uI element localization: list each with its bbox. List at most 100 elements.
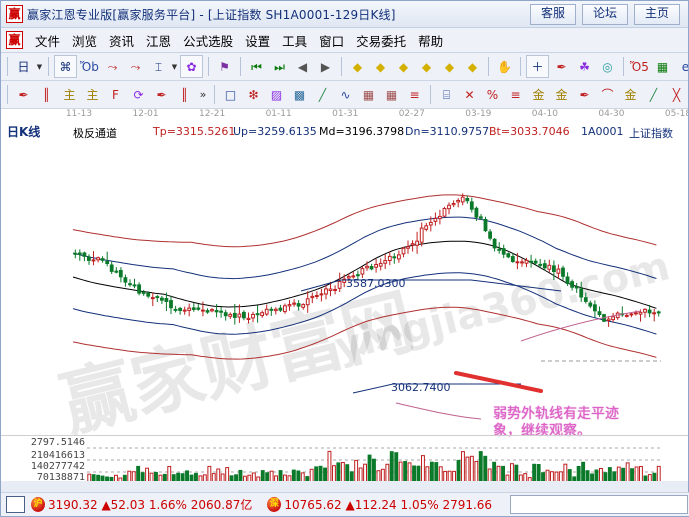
first-page-icon[interactable]: ⏮ <box>246 56 267 77</box>
menu-item-formula-stock-pick[interactable]: 公式选股 <box>177 29 239 52</box>
zoom-in-icon[interactable]: ◆ <box>393 56 414 77</box>
box-fan-icon[interactable]: ▨ <box>266 84 287 105</box>
gold2-icon[interactable]: 金 <box>620 84 641 105</box>
frame-icon[interactable]: □ <box>220 84 241 105</box>
service-button[interactable]: 客服 <box>530 4 576 25</box>
zoom-left-icon[interactable]: ◆ <box>347 56 368 77</box>
brain-icon[interactable]: ◎ <box>597 56 618 77</box>
menu-item-file[interactable]: 文件 <box>29 29 66 52</box>
zoom-out-icon[interactable]: ◆ <box>416 56 437 77</box>
toolbar-separator <box>48 57 49 76</box>
toolbar-separator <box>214 85 215 104</box>
tree-icon[interactable]: ☘ <box>574 56 595 77</box>
window-title: 赢家江恩专业版[赢家服务平台] - [上证指数 SH1A0001-129日K线] <box>27 6 396 23</box>
gann-gold2-icon[interactable]: 主 <box>82 84 103 105</box>
gann-gold1-icon[interactable]: 主 <box>59 84 80 105</box>
wave3-icon[interactable]: ⤳ <box>102 56 123 77</box>
toolbar-separator <box>208 57 209 76</box>
prev-icon[interactable]: ◀ <box>292 56 313 77</box>
calendar-period-icon[interactable]: 日 <box>13 56 34 77</box>
clipboard-icon[interactable]: Ὄb <box>79 56 100 77</box>
menu-item-window[interactable]: 窗口 <box>313 29 350 52</box>
percent-cross-icon[interactable]: ✕ <box>459 84 480 105</box>
status-sz-index: 10765.62 ▲112.24 1.05% 2791.66 <box>284 498 492 512</box>
date-tick: 12-01 <box>132 109 158 119</box>
slash-icon[interactable]: ╱ <box>643 84 664 105</box>
pen-grid-icon[interactable]: ✒ <box>151 84 172 105</box>
document-icon[interactable]: ὜e <box>675 56 688 77</box>
flower-icon[interactable]: ✿ <box>180 55 203 78</box>
menu-item-trade-order[interactable]: 交易委托 <box>350 29 412 52</box>
app-logo-icon: 赢 <box>6 5 23 23</box>
date-tick: 05-18 <box>665 109 688 119</box>
last-icon[interactable]: ╳ <box>666 84 687 105</box>
grid2-icon[interactable]: ▦ <box>358 84 379 105</box>
ladder-icon[interactable]: ⌸ <box>436 84 457 105</box>
next-icon[interactable]: ▶ <box>315 56 336 77</box>
menu-item-browse[interactable]: 浏览 <box>66 29 103 52</box>
volume-svg <box>1 436 688 481</box>
date-tick: 02-27 <box>399 109 425 119</box>
gold-line-icon[interactable]: 金 <box>551 84 572 105</box>
date-tick: 03-19 <box>465 109 491 119</box>
column-icon[interactable]: ⌶ <box>148 56 169 77</box>
lower-price-label: 3062.7400 <box>391 381 451 394</box>
menu-item-help[interactable]: 帮助 <box>412 29 449 52</box>
flag-icon[interactable]: ⚑ <box>214 56 235 77</box>
volume-pane[interactable]: 2797.5146 210416613 140277742 70138871 <box>1 435 688 481</box>
grid-icon[interactable] <box>6 496 25 513</box>
fan-red-icon[interactable]: ❇ <box>243 84 264 105</box>
indicator-tp: Tp=3315.5261 <box>153 125 235 138</box>
net-icon[interactable]: ▩ <box>289 84 310 105</box>
more-icon[interactable]: » <box>196 88 210 101</box>
grid-lines-icon[interactable]: ║ <box>36 84 57 105</box>
wave9-icon[interactable]: ⤳ <box>125 56 146 77</box>
stock-name: 上证指数 <box>629 125 673 141</box>
menu-item-news[interactable]: 资讯 <box>103 29 140 52</box>
forum-button[interactable]: 论坛 <box>582 4 628 25</box>
pen-red-icon[interactable]: ✒ <box>13 84 34 105</box>
date-tick: 04-10 <box>532 109 558 119</box>
gold-circle-icon[interactable]: 金 <box>528 84 549 105</box>
column-dropdown-icon[interactable]: ▼ <box>170 56 179 77</box>
toolbar-separator <box>520 57 521 76</box>
fan-f-icon[interactable]: F <box>105 84 126 105</box>
home-button[interactable]: 主页 <box>634 4 680 25</box>
command-input[interactable] <box>510 495 688 514</box>
kline-svg <box>1 141 688 431</box>
expand-icon[interactable]: ◆ <box>439 56 460 77</box>
chart-page[interactable]: 赢家财富网 yingjia360.com 日K线 11-13 12-01 12-21… <box>1 109 688 481</box>
indicator-bt: Bt=3033.7046 <box>489 125 570 138</box>
network-icon[interactable]: ⌘ <box>54 55 77 78</box>
menu-item-gann[interactable]: 江恩 <box>140 29 177 52</box>
toolbar-separator <box>341 57 342 76</box>
menu-item-tools[interactable]: 工具 <box>276 29 313 52</box>
arc-icon[interactable]: ⌒ <box>597 84 618 105</box>
angle-icon[interactable]: ╱ <box>312 84 333 105</box>
indicator-up: Up=3259.6135 <box>233 125 317 138</box>
crosshair-icon[interactable]: ＋ <box>526 55 549 78</box>
percent-line-icon[interactable]: ≡ <box>505 84 526 105</box>
wave-icon[interactable]: ∿ <box>335 84 356 105</box>
menu-item-settings[interactable]: 设置 <box>239 29 276 52</box>
calendar21-icon[interactable]: Ὄ5 <box>629 56 650 77</box>
menu-bar: 赢 文件 浏览 资讯 江恩 公式选股 设置 工具 窗口 交易委托 帮助 <box>1 28 688 53</box>
pen-bold-icon[interactable]: ✒ <box>574 84 595 105</box>
lines-icon[interactable]: ║ <box>174 84 195 105</box>
hand-icon[interactable]: ✋ <box>494 56 515 77</box>
last-page-icon[interactable]: ⏭ <box>269 56 290 77</box>
spiral-icon[interactable]: ⟳ <box>128 84 149 105</box>
date-axis: 11-13 12-01 12-21 01-11 01-31 02-27 03-19 04-10… <box>1 109 688 123</box>
date-tick: 12-21 <box>199 109 225 119</box>
parallel-icon[interactable]: ≡ <box>404 84 425 105</box>
grid3-icon[interactable]: ▦ <box>381 84 402 105</box>
calendar-period-dropdown-icon[interactable]: ▼ <box>35 56 44 77</box>
toolbar-separator <box>488 57 489 76</box>
move-icon[interactable]: ◆ <box>462 56 483 77</box>
table-icon[interactable]: ▦ <box>652 56 673 77</box>
percent-icon[interactable]: % <box>482 84 503 105</box>
zoom-right-icon[interactable]: ◆ <box>370 56 391 77</box>
kline-pane[interactable] <box>1 141 688 431</box>
pen-curve-icon[interactable]: ✒ <box>551 56 572 77</box>
date-tick: 01-11 <box>266 109 292 119</box>
